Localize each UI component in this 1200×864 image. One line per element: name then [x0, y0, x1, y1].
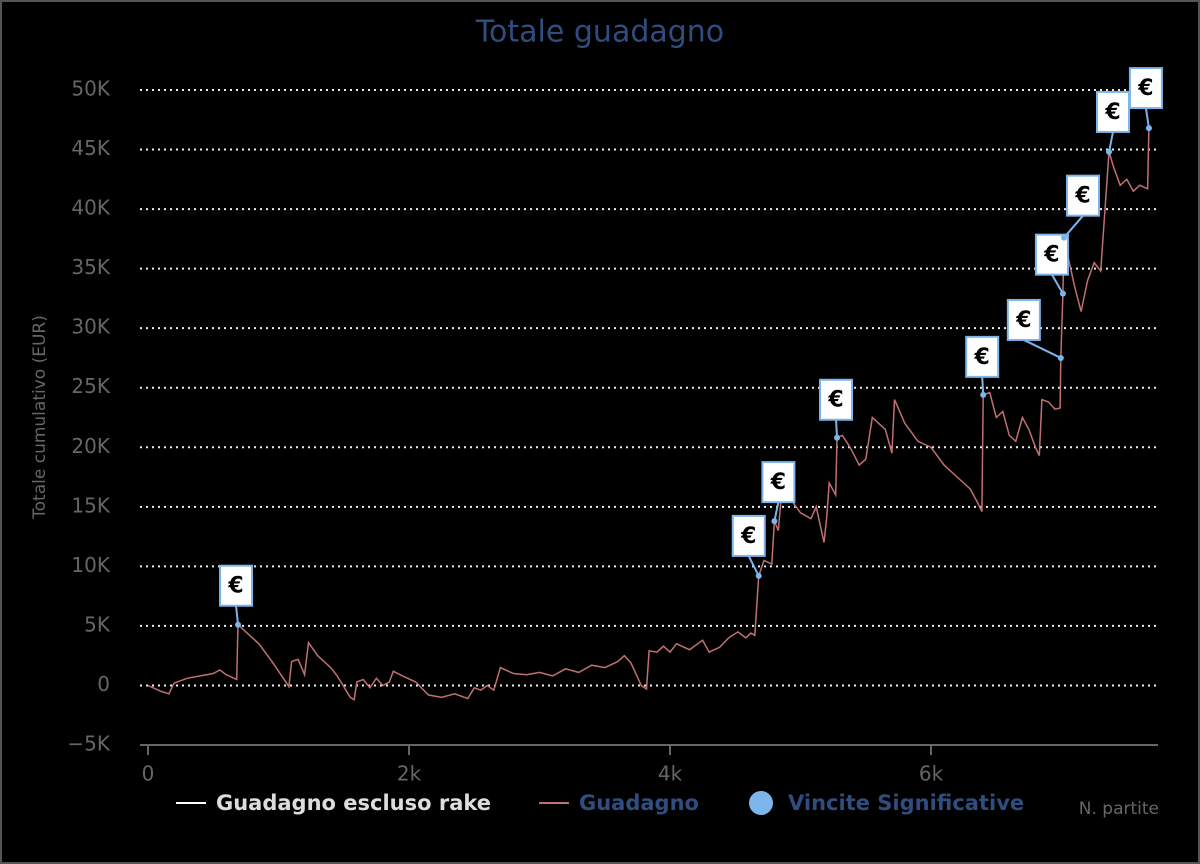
annotation-connector [981, 376, 985, 395]
annotation-label: € [974, 345, 990, 370]
annotation-connector [1063, 215, 1084, 239]
legend-label: Vincite Significative [788, 791, 1024, 815]
y-tick-label: 20K [71, 434, 110, 458]
y-tick-label: 5K [84, 612, 111, 636]
legend-item[interactable]: Vincite Significative [749, 791, 1024, 815]
annotation-connector [1144, 107, 1150, 129]
y-axis-title: Totale cumulativo (EUR) [30, 315, 50, 520]
x-tick-label: 0 [142, 762, 155, 786]
x-tick-label: 6k [919, 762, 944, 786]
annotation-label: € [1137, 76, 1153, 101]
y-tick-label: 50K [71, 77, 110, 101]
annotation-label: € [227, 574, 243, 599]
annotation-connector [747, 555, 760, 577]
annotation-connector [835, 419, 839, 438]
annotation-box [761, 461, 796, 504]
point [235, 621, 242, 628]
annotation-box [1096, 90, 1131, 133]
annotation-box [1034, 233, 1069, 276]
y-tick-label: 40K [71, 196, 110, 220]
point [980, 391, 987, 398]
legend-symbol [749, 791, 773, 815]
annotation-box [965, 335, 1000, 378]
annotation-label: € [1015, 308, 1031, 333]
point [1060, 234, 1067, 241]
x-axis-title: N. partite [1079, 799, 1159, 819]
legend-item[interactable]: Guadagno [539, 791, 699, 815]
x-tick-label: 2k [397, 762, 422, 786]
y-tick-label: 30K [71, 315, 110, 339]
annotation-connector [1023, 339, 1062, 359]
y-tick-label: 45K [71, 136, 110, 160]
annotation-box [819, 378, 854, 421]
y-tick-label: 15K [71, 493, 110, 517]
y-tick-label: 25K [71, 374, 110, 398]
annotation-box [1065, 174, 1100, 217]
y-tick-label: 35K [71, 255, 110, 279]
y-tick-label: 10K [71, 553, 110, 577]
point [834, 434, 841, 441]
point [1059, 290, 1066, 297]
point [771, 518, 778, 525]
annotation-box [1128, 67, 1163, 110]
legend-label: Guadagno escluso rake [216, 791, 491, 815]
chart-title: Totale guadagno [475, 15, 724, 50]
point [1106, 148, 1113, 155]
annotation-label: € [1104, 100, 1120, 125]
legend-label: Guadagno [579, 791, 699, 815]
data-line [147, 128, 1150, 701]
x-tick-label: 4k [658, 762, 683, 786]
annotation-box [1006, 298, 1041, 341]
legend-item[interactable]: Guadagno escluso rake [176, 791, 491, 815]
annotation-label: € [1074, 184, 1090, 209]
annotation-box [219, 564, 254, 607]
y-tick-label: 0 [97, 672, 110, 696]
annotation-box [731, 514, 766, 557]
annotation-connector [1108, 131, 1114, 153]
y-tick-label: −5K [67, 732, 110, 756]
annotation-label: € [1043, 243, 1059, 268]
annotation-connector [235, 605, 240, 625]
point [1057, 354, 1064, 361]
annotation-connector [1051, 274, 1064, 295]
point [755, 572, 762, 579]
annotation-connector [773, 501, 780, 522]
annotation-label: € [740, 524, 756, 549]
point [1145, 125, 1152, 132]
annotation-label: € [827, 388, 843, 413]
annotation-label: € [770, 470, 786, 495]
